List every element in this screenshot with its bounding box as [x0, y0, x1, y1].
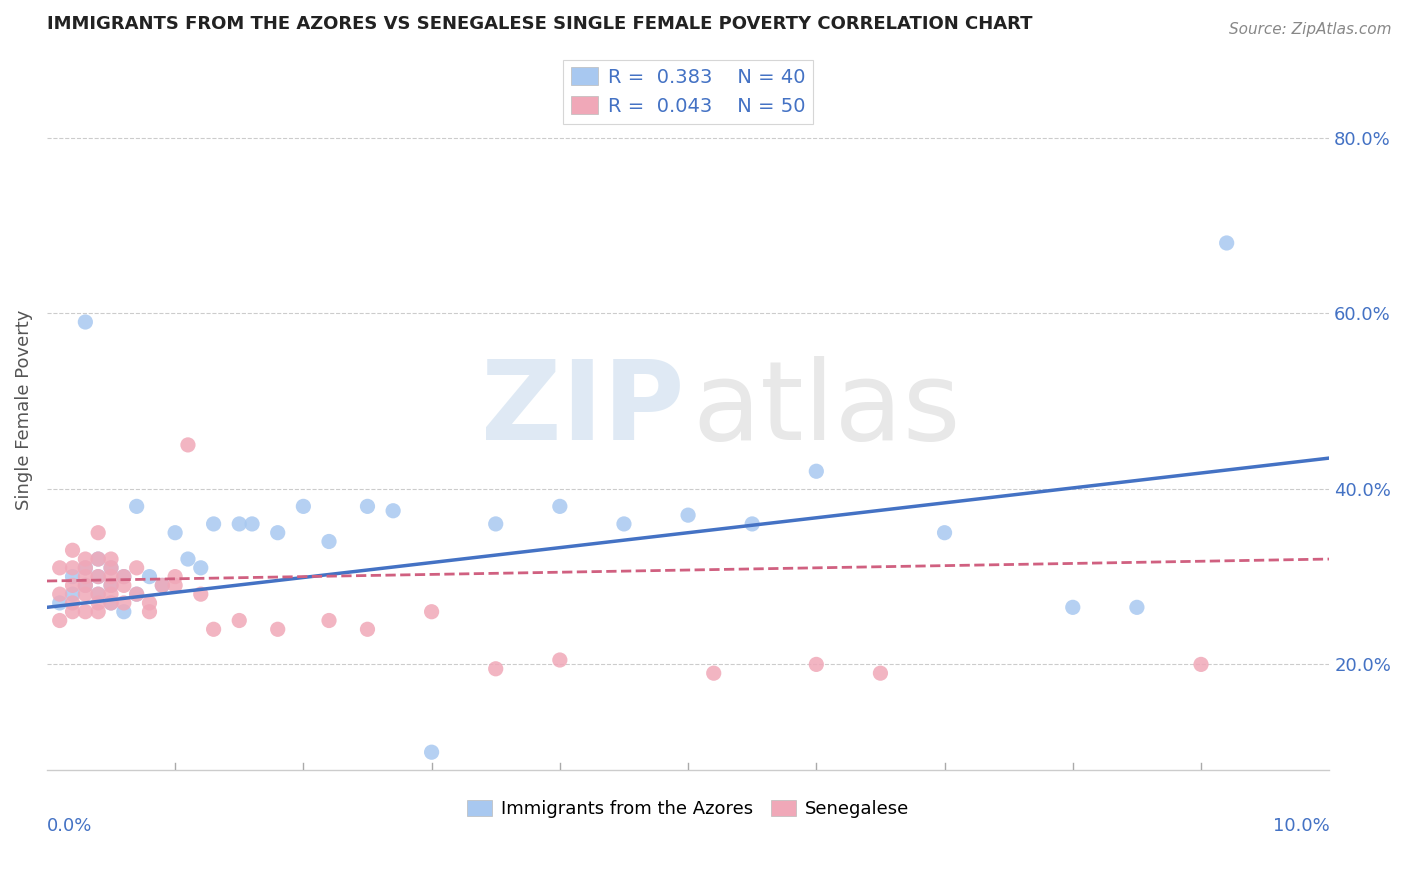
Point	[741, 516, 763, 531]
Point	[202, 516, 225, 531]
Text: 10.0%: 10.0%	[1272, 816, 1329, 835]
Text: Source: ZipAtlas.com: Source: ZipAtlas.com	[1229, 22, 1392, 37]
Point	[292, 500, 315, 514]
Point	[485, 662, 508, 676]
Point	[75, 561, 97, 575]
Point	[112, 578, 135, 592]
Point	[1126, 600, 1149, 615]
Point	[75, 605, 97, 619]
Point	[75, 587, 97, 601]
Point	[382, 504, 405, 518]
Point	[1062, 600, 1084, 615]
Point	[1189, 657, 1212, 672]
Point	[177, 552, 200, 566]
Point	[150, 578, 173, 592]
Point	[125, 561, 148, 575]
Point	[228, 614, 250, 628]
Legend: R =  0.383    N = 40, R =  0.043    N = 50: R = 0.383 N = 40, R = 0.043 N = 50	[562, 60, 813, 124]
Text: 0.0%: 0.0%	[46, 816, 93, 835]
Text: ZIP: ZIP	[481, 356, 685, 463]
Point	[100, 561, 122, 575]
Point	[100, 561, 122, 575]
Point	[62, 596, 84, 610]
Point	[75, 569, 97, 583]
Point	[202, 622, 225, 636]
Text: IMMIGRANTS FROM THE AZORES VS SENEGALESE SINGLE FEMALE POVERTY CORRELATION CHART: IMMIGRANTS FROM THE AZORES VS SENEGALESE…	[46, 15, 1032, 33]
Point	[48, 596, 70, 610]
Point	[62, 578, 84, 592]
Point	[267, 525, 290, 540]
Point	[87, 587, 110, 601]
Point	[806, 657, 828, 672]
Point	[100, 569, 122, 583]
Point	[100, 552, 122, 566]
Point	[100, 596, 122, 610]
Point	[240, 516, 263, 531]
Point	[112, 569, 135, 583]
Point	[62, 569, 84, 583]
Point	[165, 525, 187, 540]
Point	[100, 596, 122, 610]
Point	[112, 605, 135, 619]
Point	[420, 605, 443, 619]
Point	[356, 622, 378, 636]
Point	[190, 587, 212, 601]
Point	[318, 534, 340, 549]
Point	[934, 525, 956, 540]
Point	[75, 578, 97, 592]
Point	[177, 438, 200, 452]
Point	[613, 516, 636, 531]
Point	[87, 525, 110, 540]
Point	[138, 569, 160, 583]
Point	[1215, 235, 1237, 250]
Point	[548, 500, 571, 514]
Point	[75, 315, 97, 329]
Point	[87, 569, 110, 583]
Point	[87, 596, 110, 610]
Point	[62, 587, 84, 601]
Point	[190, 561, 212, 575]
Point	[165, 569, 187, 583]
Point	[125, 500, 148, 514]
Point	[676, 508, 699, 523]
Point	[356, 500, 378, 514]
Point	[138, 605, 160, 619]
Point	[87, 605, 110, 619]
Point	[318, 614, 340, 628]
Point	[165, 578, 187, 592]
Point	[138, 596, 160, 610]
Point	[87, 587, 110, 601]
Point	[485, 516, 508, 531]
Point	[87, 552, 110, 566]
Point	[806, 464, 828, 478]
Point	[87, 569, 110, 583]
Point	[267, 622, 290, 636]
Point	[420, 745, 443, 759]
Point	[62, 605, 84, 619]
Point	[62, 543, 84, 558]
Point	[125, 587, 148, 601]
Point	[75, 578, 97, 592]
Point	[75, 561, 97, 575]
Point	[100, 578, 122, 592]
Point	[125, 587, 148, 601]
Point	[87, 552, 110, 566]
Point	[48, 614, 70, 628]
Point	[48, 587, 70, 601]
Point	[703, 666, 725, 681]
Point	[75, 552, 97, 566]
Text: atlas: atlas	[692, 356, 960, 463]
Point	[48, 561, 70, 575]
Point	[62, 561, 84, 575]
Point	[112, 569, 135, 583]
Point	[150, 578, 173, 592]
Point	[100, 578, 122, 592]
Point	[228, 516, 250, 531]
Y-axis label: Single Female Poverty: Single Female Poverty	[15, 310, 32, 510]
Point	[100, 587, 122, 601]
Point	[869, 666, 891, 681]
Point	[112, 596, 135, 610]
Point	[548, 653, 571, 667]
